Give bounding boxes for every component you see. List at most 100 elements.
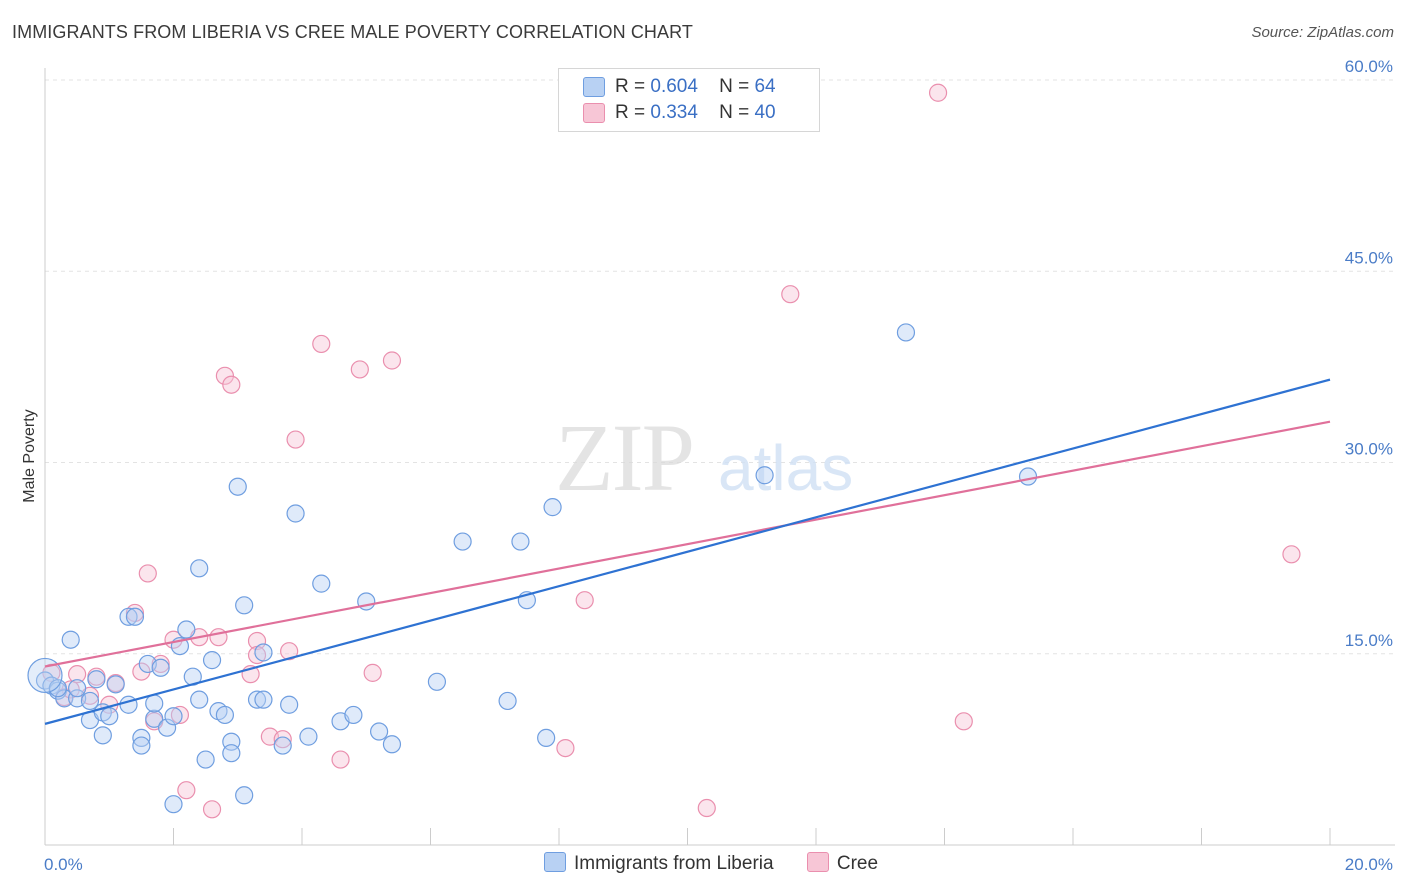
legend-item-cree[interactable]: Cree [806,852,878,875]
liberia-point [157,718,177,737]
x-tick-label: 20.0% [1345,855,1393,874]
liberia-point [537,728,556,748]
liberia-point [196,750,215,769]
legend-r-value-cree: 0.334 [650,102,698,123]
series-legend: Immigrants from Liberia Cree [544,852,906,875]
cree-point [286,430,305,449]
liberia-point [344,705,363,725]
cree-point [61,680,80,699]
liberia-point [286,504,305,523]
liberia-point [543,498,562,517]
liberia-point [177,620,196,639]
liberia-point [498,691,517,711]
cree-point [151,654,170,674]
cree-point [312,334,331,354]
cree-point [1282,545,1301,564]
liberia-point [280,695,299,714]
y-tick-label: 60.0% [1345,57,1393,76]
legend-row-cree: R = 0.334 N = 40 [583,102,776,126]
y-axis-label: Male Poverty [21,409,38,502]
liberia-point [370,722,389,741]
liberia-point [247,690,267,709]
y-tick-label: 15.0% [1345,631,1393,650]
cree-point [781,285,800,304]
liberia-point [299,727,318,746]
source-label: Source: ZipAtlas.com [1251,24,1394,41]
cree-point [247,631,267,651]
liberia-point [273,736,292,755]
x-tick-label: 0.0% [44,855,83,874]
liberia-point [511,532,530,551]
liberia-point [202,651,222,670]
cree-swatch [583,102,605,123]
tick-labels: 15.0% 30.0% 45.0% 60.0% 0.0% 20.0% [44,57,1393,874]
liberia-swatch [583,76,605,97]
cree-legend-swatch [806,852,829,872]
cree-point [280,642,299,661]
liberia-point [228,477,247,496]
liberia-point [55,689,74,708]
liberia-trend-line [44,378,1331,725]
liberia-legend-swatch [544,852,566,872]
legend-n-label-liberia: N = [719,76,750,97]
liberia-point [215,705,234,725]
liberia-point [235,596,254,615]
liberia-point [164,795,183,814]
cree-point [697,798,716,818]
cree-point [215,366,234,385]
legend-n-value-cree: 40 [754,102,776,123]
cree-point [382,351,402,370]
legend-n-label-cree: N = [719,102,750,123]
liberia-point [254,690,273,709]
liberia-point [68,679,87,698]
liberia-point [453,532,472,551]
liberia-point [151,658,170,677]
cree-point [202,800,222,819]
watermark: ZIP atlas [555,404,853,511]
liberia-point [119,607,138,626]
legend-n-value-liberia: 64 [754,76,776,97]
liberia-point [27,657,63,694]
legend-row-liberia: R = 0.604 N = 64 [583,76,776,100]
cree-trend-line [44,420,1331,668]
liberia-point [93,726,112,745]
cree-point [954,712,973,731]
liberia-point [80,691,100,711]
liberia-point [164,707,183,726]
cree-point [177,781,196,800]
cree-point [556,738,575,758]
liberia-point [190,559,209,578]
cree-points [42,83,1301,819]
liberia-point [254,643,273,662]
y-tick-label: 45.0% [1345,248,1393,267]
chart-title: IMMIGRANTS FROM LIBERIA VS CREE MALE POV… [12,22,693,42]
cree-point [331,750,350,769]
cree-point [273,730,292,749]
liberia-point [61,630,80,649]
liberia-point [125,607,145,626]
liberia-point [145,709,164,728]
liberia-point [48,679,67,698]
liberia-point [235,786,254,805]
liberia-point [427,672,447,691]
liberia-point [132,728,151,748]
liberia-point [87,670,106,689]
liberia-point [222,744,241,763]
legend-r-label-cree: R = [615,102,646,123]
grid-lines [45,79,1395,655]
watermark-atlas: atlas [718,432,853,504]
legend-item-liberia[interactable]: Immigrants from Liberia [544,852,774,875]
liberia-point [132,736,151,755]
watermark-zip: ZIP [555,404,693,511]
correlation-legend: R = 0.604 N = 64 R = 0.334 N = 40 [558,68,820,132]
cree-point [68,665,87,684]
liberia-point [382,735,402,754]
trend-lines [44,378,1331,725]
liberia-point [190,690,209,709]
cree-point [363,663,382,682]
cree-point [350,360,369,379]
liberia-point [106,675,125,694]
legend-label-liberia: Immigrants from Liberia [574,853,774,874]
liberia-point [1018,467,1038,486]
